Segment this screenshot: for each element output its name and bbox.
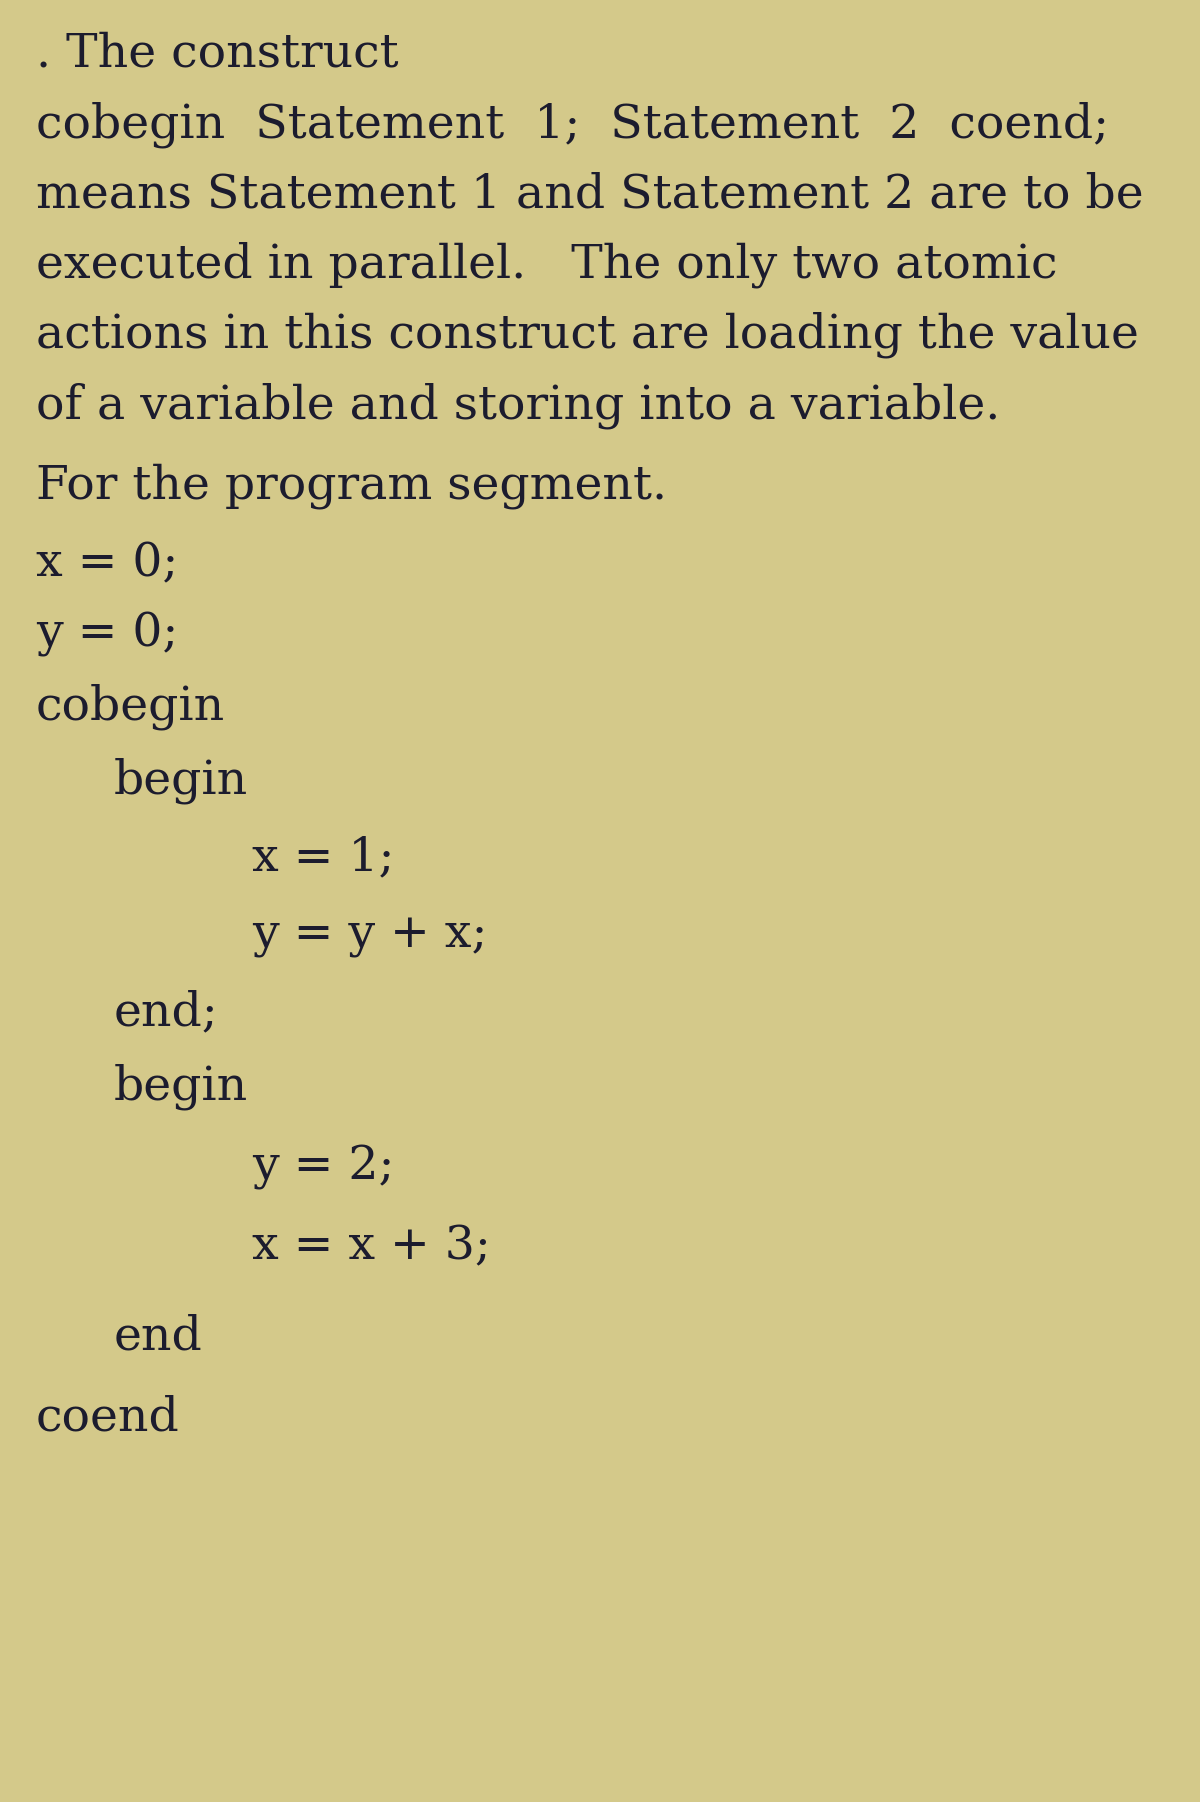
Text: y = y + x;: y = y + x;	[252, 912, 487, 959]
Text: cobegin: cobegin	[36, 683, 226, 730]
Text: coend: coend	[36, 1395, 180, 1442]
Text: x = 0;: x = 0;	[36, 541, 179, 587]
Text: y = 2;: y = 2;	[252, 1144, 395, 1191]
Text: x = x + 3;: x = x + 3;	[252, 1224, 491, 1270]
Text: x = 1;: x = 1;	[252, 834, 395, 881]
Text: . The construct: . The construct	[36, 31, 398, 77]
Text: begin: begin	[114, 757, 248, 804]
Text: begin: begin	[114, 1063, 248, 1110]
Text: means Statement 1 and Statement 2 are to be: means Statement 1 and Statement 2 are to…	[36, 171, 1144, 218]
Text: y = 0;: y = 0;	[36, 611, 179, 658]
Text: actions in this construct are loading the value: actions in this construct are loading th…	[36, 312, 1139, 359]
Text: end;: end;	[114, 989, 218, 1036]
Text: end: end	[114, 1314, 203, 1361]
Text: executed in parallel.   The only two atomic: executed in parallel. The only two atomi…	[36, 241, 1057, 288]
Text: For the program segment.: For the program segment.	[36, 463, 667, 510]
Text: of a variable and storing into a variable.: of a variable and storing into a variabl…	[36, 382, 1001, 429]
Text: cobegin  Statement  1;  Statement  2  coend;: cobegin Statement 1; Statement 2 coend;	[36, 101, 1109, 148]
